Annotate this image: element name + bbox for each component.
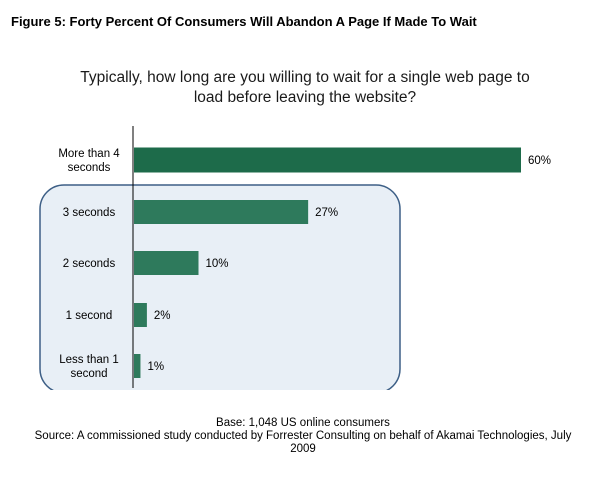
- value-label-2: 10%: [206, 258, 229, 270]
- category-label-4-line-1: second: [70, 368, 107, 380]
- bar-1: [134, 200, 309, 224]
- bars-group: [134, 147, 521, 378]
- category-label-1-line-0: 3 seconds: [63, 207, 116, 219]
- category-label-4-line-0: Less than 1: [59, 354, 118, 366]
- value-label-0: 60%: [528, 155, 551, 167]
- highlight-box: [39, 184, 401, 390]
- category-label-0-line-0: More than 4: [58, 148, 120, 160]
- value-labels: 60% 27% 10% 2% 1%: [147, 155, 551, 373]
- bar-4: [134, 354, 141, 378]
- source-line-1: Source: A commissioned study conducted b…: [34, 430, 572, 442]
- value-label-3: 2%: [154, 310, 171, 322]
- category-label-3-line-0: 1 second: [66, 310, 113, 322]
- value-label-4: 1%: [147, 361, 164, 373]
- source-note: Source: A commissioned study conducted b…: [0, 430, 606, 456]
- question-line-2: load before leaving the website?: [193, 89, 417, 106]
- category-label-2-line-0: 2 seconds: [63, 258, 116, 270]
- category-label-0-line-1: seconds: [68, 162, 111, 174]
- bar-0: [134, 147, 521, 173]
- question-line-1: Typically, how long are you willing to w…: [80, 69, 530, 86]
- category-labels: More than 4 seconds 3 seconds 2 seconds 1 se…: [58, 148, 120, 380]
- figure-title: Figure 5: Forty Percent Of Consumers Wil…: [11, 14, 477, 29]
- bar-chart: More than 4 seconds 3 seconds 2 seconds 1 se…: [39, 126, 551, 390]
- bar-2: [134, 251, 199, 275]
- chart-footer: Base: 1,048 US online consumers Source: …: [0, 417, 606, 456]
- value-label-1: 27%: [315, 207, 338, 219]
- chart-question: Typically, how long are you willing to w…: [40, 68, 570, 108]
- base-note: Base: 1,048 US online consumers: [216, 417, 390, 429]
- source-line-2: 2009: [290, 443, 316, 455]
- bar-3: [134, 303, 147, 327]
